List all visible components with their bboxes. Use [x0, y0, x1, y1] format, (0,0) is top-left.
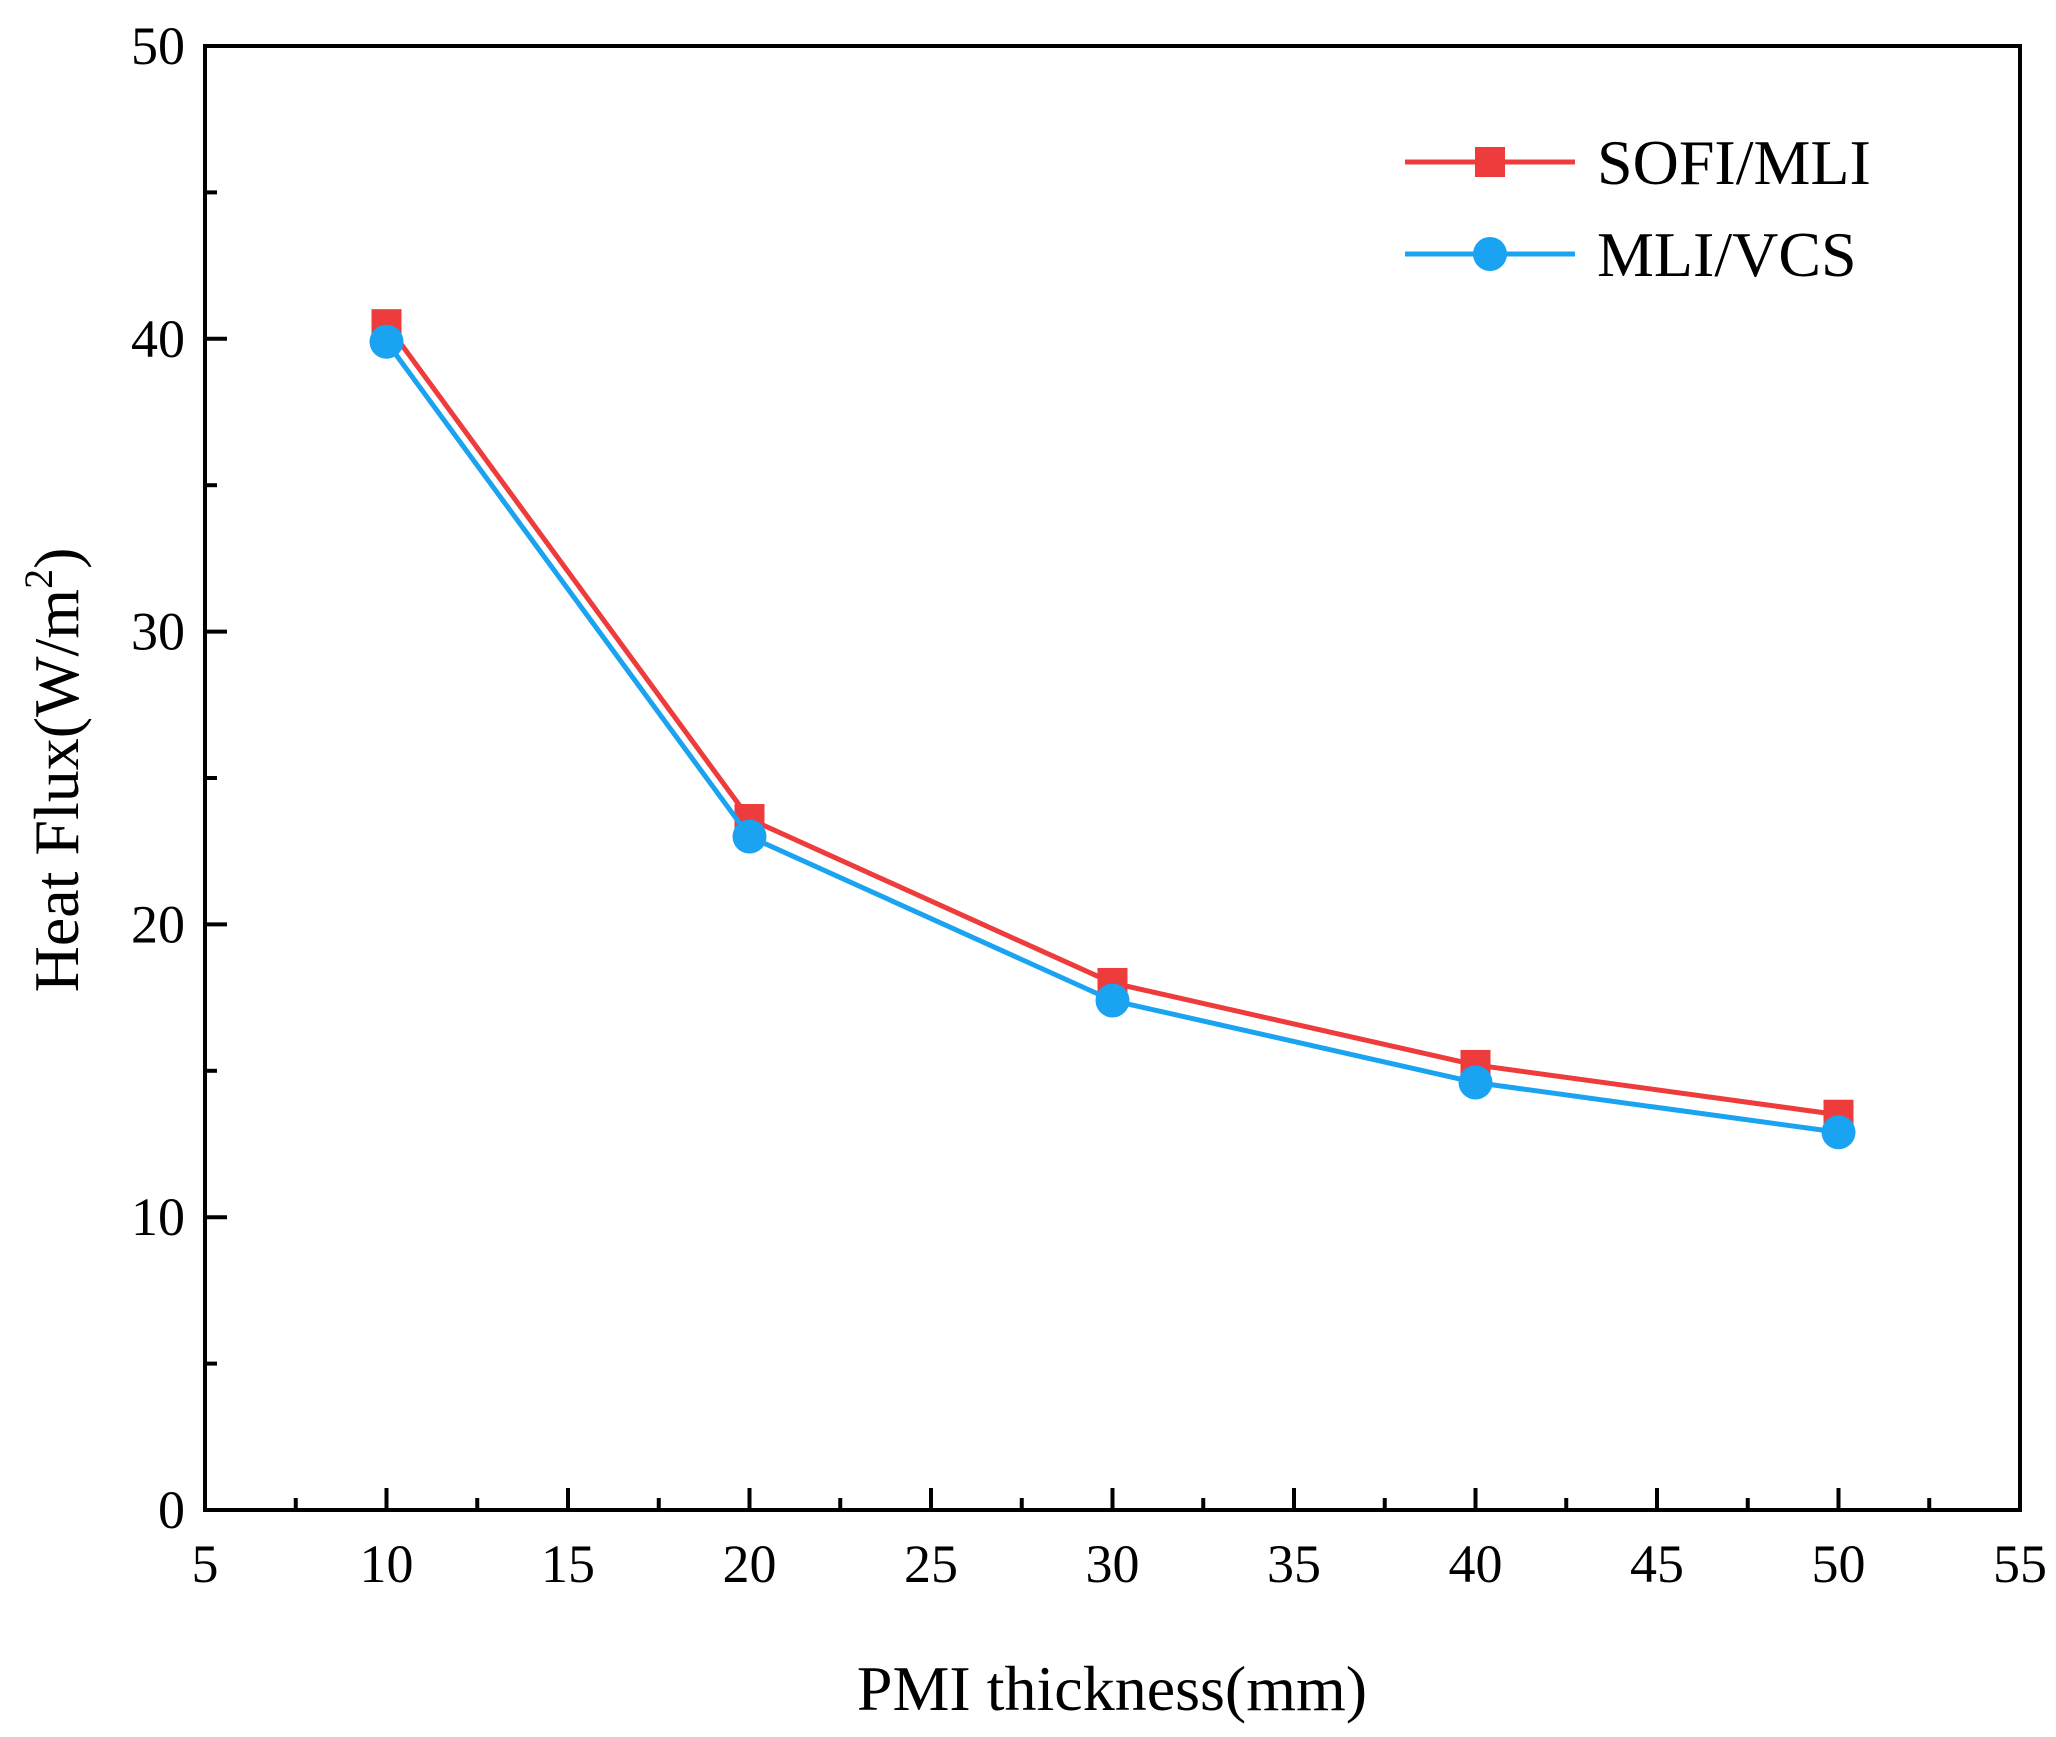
data-point-mli-vcs: [732, 819, 767, 854]
x-tick-label: 45: [1630, 1534, 1684, 1594]
data-point-mli-vcs: [1458, 1065, 1493, 1100]
axes-layer: 5 10 15 20 25 30 35 40 45 50 55 0 10 20 30 40 50: [131, 16, 2047, 1594]
y-tick-label: 30: [131, 602, 185, 662]
y-tick-label: 20: [131, 894, 185, 954]
legend: SOFI/MLI MLI/VCS: [1405, 127, 1871, 290]
data-point-mli-vcs: [1095, 983, 1130, 1018]
y-tick-label: 0: [158, 1480, 185, 1540]
legend-item-mli-vcs: MLI/VCS: [1405, 219, 1857, 290]
y-axis-title-main: Heat Flux(W/m: [21, 589, 92, 992]
x-tick-label: 25: [904, 1534, 958, 1594]
data-point-mli-vcs: [1821, 1115, 1856, 1150]
y-tick-label: 40: [131, 309, 185, 369]
x-axis-ticks: [203, 1488, 2022, 1510]
data-point-mli-vcs: [369, 324, 404, 359]
legend-marker-mli-vcs: [1473, 237, 1507, 271]
y-axis-title-superscript: 2: [16, 569, 61, 589]
y-tick-label: 10: [131, 1187, 185, 1247]
x-axis-title: PMI thickness(mm): [857, 1653, 1367, 1724]
x-tick-label: 15: [541, 1534, 595, 1594]
y-axis-title-close: ): [21, 548, 92, 569]
x-tick-label: 5: [192, 1534, 219, 1594]
x-tick-label: 20: [723, 1534, 777, 1594]
x-tick-label: 10: [360, 1534, 414, 1594]
legend-marker-sofi-mli: [1475, 147, 1505, 177]
series-layer: [369, 309, 1856, 1150]
y-axis-title: Heat Flux(W/m2): [16, 548, 92, 993]
legend-label-sofi-mli: SOFI/MLI: [1597, 127, 1871, 198]
legend-item-sofi-mli: SOFI/MLI: [1405, 127, 1871, 198]
x-tick-label: 55: [1993, 1534, 2047, 1594]
legend-label-mli-vcs: MLI/VCS: [1597, 219, 1857, 290]
x-axis-tick-labels: 5 10 15 20 25 30 35 40 45 50 55: [192, 1534, 2048, 1594]
series-mli-vcs: [369, 324, 1856, 1150]
y-axis-ticks: [205, 44, 227, 1512]
y-tick-label: 50: [131, 16, 185, 76]
x-tick-label: 35: [1267, 1534, 1321, 1594]
y-axis-tick-labels: 0 10 20 30 40 50: [131, 16, 185, 1540]
x-tick-label: 50: [1812, 1534, 1866, 1594]
x-tick-label: 30: [1086, 1534, 1140, 1594]
x-tick-label: 40: [1449, 1534, 1503, 1594]
